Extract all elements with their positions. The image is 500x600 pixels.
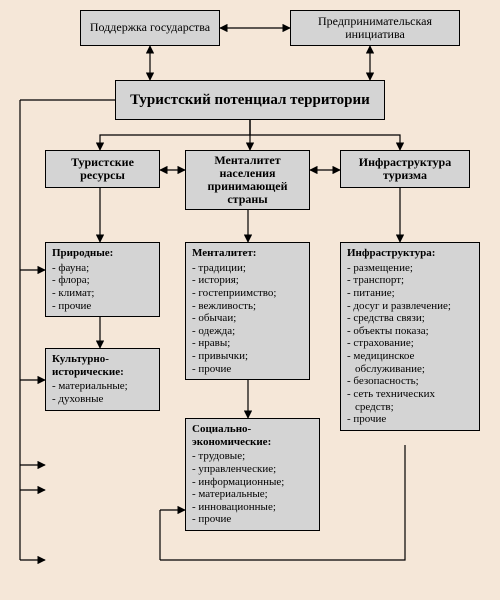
node-mental-label: Менталитет населения принимающей страны — [190, 154, 305, 207]
list-infraList-item: - транспорт; — [347, 274, 473, 287]
list-social: Социально-экономические: - трудовые;- упр… — [185, 418, 320, 531]
list-natural-heading: Природные: — [52, 247, 153, 260]
list-infraList-heading: Инфраструктура: — [347, 247, 473, 260]
list-mentalList-item: - прочие — [192, 363, 303, 376]
list-natural-item: - климат; — [52, 287, 153, 300]
list-infraList-item: - прочие — [347, 413, 473, 426]
list-infraList-item: - досуг и развлечение; — [347, 300, 473, 313]
list-infraList-item: средств; — [347, 401, 473, 414]
node-gov: Поддержка государства — [80, 10, 220, 46]
list-cultural-heading: Культурно-исторические: — [52, 353, 153, 378]
node-resources: Туристские ресурсы — [45, 150, 160, 188]
list-natural: Природные: - фауна;- флора;- климат;- про… — [45, 242, 160, 317]
list-infraList-item: - размещение; — [347, 262, 473, 275]
list-social-item: - материальные; — [192, 488, 313, 501]
list-natural-item: - флора; — [52, 274, 153, 287]
list-mentalList-item: - одежда; — [192, 325, 303, 338]
diagram-canvas: Поддержка государства Предпринимательская… — [0, 0, 500, 600]
list-mentalList-item: - гостеприимство; — [192, 287, 303, 300]
node-potential-label: Туристский потенциал территории — [130, 92, 370, 109]
list-cultural: Культурно-исторические: - материальные;- … — [45, 348, 160, 411]
list-mentalList-item: - обычаи; — [192, 312, 303, 325]
node-gov-label: Поддержка государства — [90, 21, 210, 34]
list-infraList-item: - безопасность; — [347, 375, 473, 388]
list-mentalList-item: - традиции; — [192, 262, 303, 275]
node-entre-label: Предпринимательская инициатива — [295, 15, 455, 41]
list-social-item: - прочие — [192, 513, 313, 526]
list-mentalList: Менталитет: - традиции;- история;- гостеп… — [185, 242, 310, 380]
list-infraList-item: - медицинское — [347, 350, 473, 363]
node-infra-label: Инфраструктура туризма — [345, 156, 465, 182]
list-natural-item: - прочие — [52, 300, 153, 313]
node-mental: Менталитет населения принимающей страны — [185, 150, 310, 210]
list-social-heading: Социально-экономические: — [192, 423, 313, 448]
node-potential: Туристский потенциал территории — [115, 80, 385, 120]
node-infra: Инфраструктура туризма — [340, 150, 470, 188]
list-infraList-item: - страхование; — [347, 337, 473, 350]
list-cultural-item: - духовные — [52, 393, 153, 406]
list-social-item: - трудовые; — [192, 450, 313, 463]
list-mentalList-item: - привычки; — [192, 350, 303, 363]
list-cultural-item: - материальные; — [52, 380, 153, 393]
list-mentalList-item: - история; — [192, 274, 303, 287]
node-resources-label: Туристские ресурсы — [50, 156, 155, 182]
list-social-item: - информационные; — [192, 476, 313, 489]
list-infraList: Инфраструктура: - размещение;- транспорт;… — [340, 242, 480, 431]
list-infraList-item: обслуживание; — [347, 363, 473, 376]
node-entre: Предпринимательская инициатива — [290, 10, 460, 46]
list-social-item: - инновационные; — [192, 501, 313, 514]
list-social-item: - управленческие; — [192, 463, 313, 476]
list-mentalList-heading: Менталитет: — [192, 247, 303, 260]
list-natural-item: - фауна; — [52, 262, 153, 275]
list-mentalList-item: - нравы; — [192, 337, 303, 350]
list-mentalList-item: - вежливость; — [192, 300, 303, 313]
list-infraList-item: - сеть технических — [347, 388, 473, 401]
list-infraList-item: - объекты показа; — [347, 325, 473, 338]
list-infraList-item: - средства связи; — [347, 312, 473, 325]
list-infraList-item: - питание; — [347, 287, 473, 300]
